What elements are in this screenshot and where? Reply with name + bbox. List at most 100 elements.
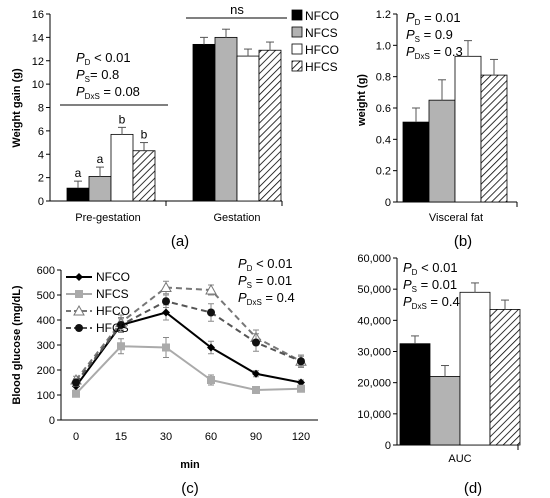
y-tick-label: 200 — [37, 365, 55, 377]
point-nfco — [162, 308, 170, 317]
x-tick-label: 60 — [205, 431, 217, 443]
legend-swatch — [291, 9, 303, 21]
panel-label: (c) — [181, 480, 199, 497]
point-hfcs — [207, 308, 215, 317]
point-hfcs — [117, 321, 125, 329]
stat-rest: = 0.8 — [90, 67, 119, 82]
bar-nfco — [66, 187, 90, 202]
series-line-hfco — [75, 286, 302, 381]
y-tick-label: 10,000 — [357, 409, 391, 421]
stat-rest: = 0.01 — [420, 10, 460, 25]
y-tick-label: 40,000 — [357, 315, 391, 327]
point-nfcs — [297, 384, 305, 393]
series-line-nfcs — [75, 345, 302, 395]
stat-p: P — [76, 67, 85, 82]
stat-sub: D — [412, 268, 418, 277]
legend-label: NFCO — [305, 9, 339, 23]
y-tick-label: 30,000 — [357, 347, 391, 359]
y-tick-label: 400 — [37, 315, 55, 327]
stat-p: P — [403, 294, 412, 309]
stat-p: P — [76, 50, 85, 65]
stat-rest: = 0.3 — [430, 44, 463, 59]
bar-hfcs — [132, 150, 156, 202]
stat-p: P — [403, 260, 412, 275]
bar-nfco — [399, 343, 431, 446]
legend-marker — [73, 304, 85, 316]
bar-hfco — [459, 291, 491, 446]
y-tick-label: 12 — [32, 56, 44, 68]
stat-sub: S — [412, 285, 417, 294]
point-hfcs — [162, 297, 170, 306]
x-category-label: Gestation — [213, 212, 260, 224]
stat-sub: D — [247, 264, 253, 273]
stat-rest: < 0.01 — [417, 260, 457, 275]
y-tick-label: 0.8 — [376, 72, 391, 84]
y-tick-label: 1.0 — [376, 40, 391, 52]
y-tick-label: 0 — [385, 440, 391, 452]
y-tick-label: 20,000 — [357, 378, 391, 390]
y-tick-label: 600 — [37, 265, 55, 277]
y-tick-label: 0.4 — [376, 134, 391, 146]
stat-c-1: PS = 0.01 — [238, 273, 292, 290]
stat-p: P — [406, 10, 415, 25]
legend-swatch — [291, 26, 303, 38]
stat-a-2: PDxS = 0.08 — [76, 84, 140, 101]
significance-letter: a — [75, 166, 82, 180]
bar-hfco — [110, 133, 134, 202]
stat-rest: < 0.01 — [252, 256, 292, 271]
x-category-label: AUC — [448, 453, 471, 465]
point-hfco — [160, 281, 172, 292]
stat-rest: = 0.08 — [100, 84, 140, 99]
ns-label: ns — [230, 2, 244, 17]
y-tick-label: 4 — [38, 149, 44, 161]
bar-nfco — [402, 121, 430, 203]
y-tick-label: 0 — [385, 197, 391, 209]
stat-rest: < 0.01 — [90, 50, 130, 65]
stat-p: P — [403, 277, 412, 292]
stat-sub: D — [415, 18, 421, 27]
legend-swatch — [291, 43, 303, 55]
y-tick-label: 50,000 — [357, 284, 391, 296]
y-tick-label: 500 — [37, 290, 55, 302]
x-axis-label: min — [180, 459, 200, 471]
x-category-label: Pre-gestation — [75, 212, 140, 224]
point-nfcs — [252, 386, 260, 394]
stat-a-1: PS= 0.8 — [76, 67, 119, 84]
stat-c-2: PDxS = 0.4 — [238, 290, 295, 307]
series-line-hfcs — [75, 300, 302, 384]
legend-label: HFCS — [305, 60, 338, 74]
stat-b-0: PD = 0.01 — [406, 10, 461, 27]
stat-rest: = 0.4 — [427, 294, 460, 309]
y-tick-label: 16 — [32, 9, 44, 21]
point-hfcs — [297, 357, 305, 366]
x-category-label: Visceral fat — [429, 212, 483, 224]
panel-label: (b) — [454, 233, 472, 250]
bar-hfco — [236, 55, 260, 202]
stat-rest: = 0.9 — [420, 27, 453, 42]
stat-sub: DxS — [85, 92, 100, 101]
point-hfcs — [72, 378, 80, 387]
point-nfco — [297, 378, 305, 387]
bar-nfco — [192, 43, 216, 202]
legend-marker — [75, 324, 83, 332]
y-tick-label: 60,000 — [357, 253, 391, 265]
y-tick-label: 2 — [38, 173, 44, 185]
legend-label: NFCO — [96, 270, 130, 284]
stat-rest: = 0.01 — [417, 277, 457, 292]
y-tick-label: 10 — [32, 79, 44, 91]
panel-label: (d) — [464, 480, 482, 497]
stat-sub: DxS — [247, 298, 262, 307]
y-tick-label: 300 — [37, 340, 55, 352]
bar-hfcs — [258, 49, 282, 202]
significance-letter: b — [119, 112, 126, 126]
legend-marker — [75, 273, 83, 281]
y-tick-label: 0 — [38, 196, 44, 208]
y-axis-label: Blood glucose (mg/dL) — [11, 285, 23, 404]
y-tick-label: 100 — [37, 390, 55, 402]
point-nfcs — [72, 389, 80, 398]
legend-label: NFCS — [96, 287, 129, 301]
point-hfcs — [252, 338, 260, 347]
stat-sub: DxS — [412, 302, 427, 311]
stat-d-2: PDxS = 0.4 — [403, 294, 460, 311]
panel-label: (a) — [171, 233, 189, 250]
